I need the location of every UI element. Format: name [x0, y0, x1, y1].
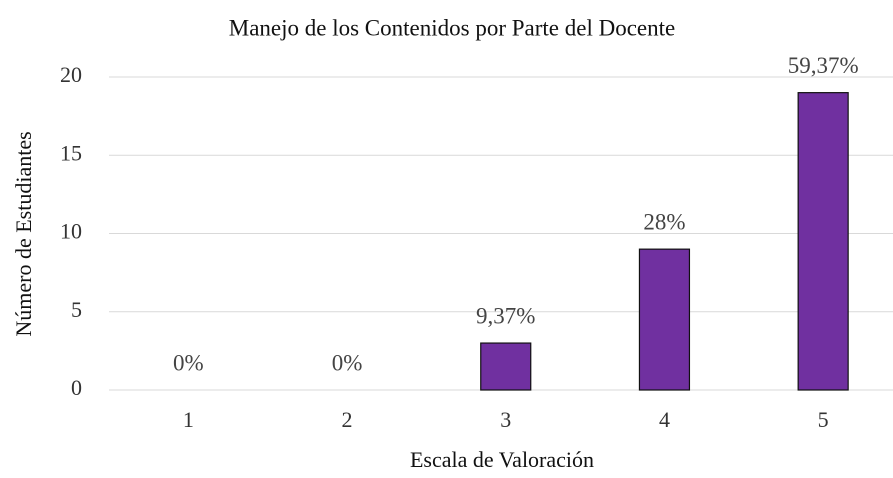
bar	[638, 248, 691, 391]
data-label: 59,37%	[788, 53, 859, 78]
x-tick-label: 2	[342, 407, 353, 432]
x-tick-label: 3	[500, 407, 511, 432]
x-tick-label: 5	[818, 407, 829, 432]
y-tick-label: 5	[71, 297, 82, 322]
bar	[480, 342, 532, 391]
x-axis-label: Escala de Valoración	[410, 447, 594, 472]
y-tick-label: 15	[60, 140, 82, 165]
y-tick-label: 10	[60, 219, 82, 244]
y-tick-label: 20	[60, 62, 82, 87]
data-label: 0%	[332, 350, 363, 375]
x-tick-label: 1	[183, 407, 194, 432]
data-label: 28%	[643, 209, 685, 234]
data-label: 9,37%	[476, 303, 535, 328]
y-tick-label: 0	[71, 375, 82, 400]
bar	[797, 92, 849, 391]
chart-title: Manejo de los Contenidos por Parte del D…	[229, 15, 675, 40]
y-axis-label: Número de Estudiantes	[11, 131, 36, 336]
x-tick-label: 4	[659, 407, 670, 432]
data-label: 0%	[173, 350, 204, 375]
